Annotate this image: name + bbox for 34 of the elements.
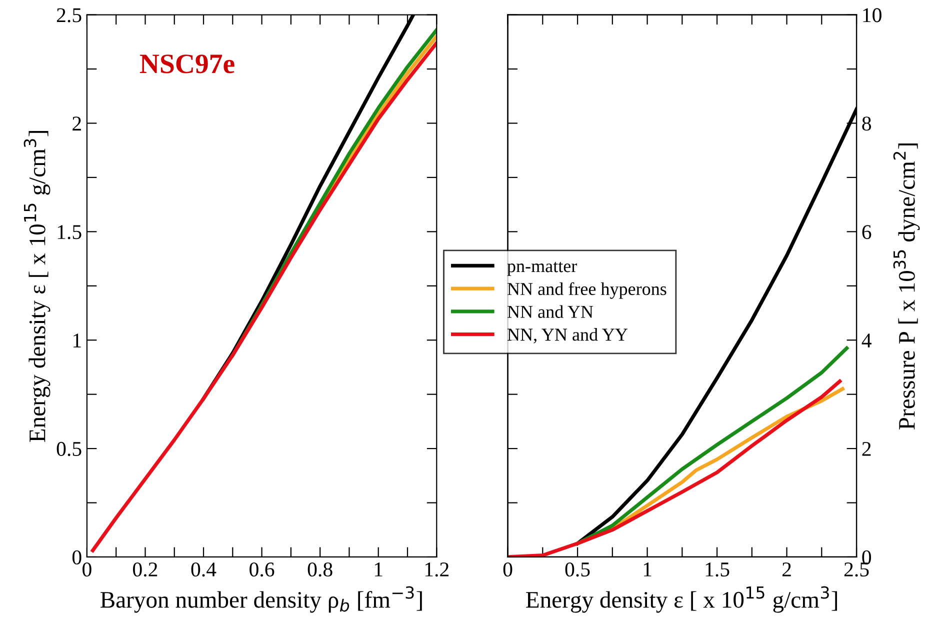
x-tick-label: 0 <box>503 562 512 576</box>
legend-label: NN, YN and YY <box>507 328 628 344</box>
y-axis-title: Energy density ε [ x 10$^{15}$ g/cm$^{3}$] <box>24 131 50 442</box>
y2-tick-label: 6 <box>862 225 872 240</box>
legend-label: pn-matter <box>507 262 577 276</box>
x-tick-label: 1.2 <box>425 562 449 577</box>
y-tick-label: 0.5 <box>56 442 82 456</box>
y-tick-label: 1 <box>74 334 81 348</box>
y-tick-label: 2 <box>72 116 81 130</box>
x-tick-label: 0.6 <box>250 562 274 577</box>
y2-tick-label: 0 <box>862 550 872 564</box>
x-tick-label: 0.8 <box>308 562 332 577</box>
x-tick-label: 0.4 <box>191 562 216 577</box>
y2-tick-label: 2 <box>862 442 871 456</box>
legend-label: NN and free hyperons <box>507 282 666 299</box>
y2-axis-title: Pressure P [ x 10$^{35}$ dyne/cm$^{2}$] <box>893 144 920 430</box>
legend-label: NN and YN <box>507 305 594 318</box>
x-tick-label: 0.2 <box>133 562 158 577</box>
x-tick-label: 0 <box>82 562 92 576</box>
x-axis-title: Energy density ε [ x 10$^{15}$ g/cm$^{3}$] <box>526 586 837 613</box>
x-tick-label: 0.5 <box>565 562 590 577</box>
y2-tick-label: 10 <box>863 8 882 22</box>
y-tick-label: 1.5 <box>58 225 82 240</box>
x-tick-label: 2.5 <box>844 562 869 577</box>
y-tick-label: 2.5 <box>56 8 82 22</box>
annotation: NSC97e <box>140 54 234 74</box>
x-tick-label: 2 <box>782 562 791 576</box>
x-axis-title: Baryon number density ρ$_{b}$ [fm$^{−3}$] <box>100 586 422 613</box>
y2-tick-label: 8 <box>862 116 872 131</box>
x-tick-label: 1 <box>644 562 652 576</box>
y-tick-label: 0 <box>72 550 82 564</box>
x-tick-label: 1 <box>374 562 382 576</box>
x-tick-label: 1.5 <box>706 562 730 577</box>
y2-tick-label: 4 <box>862 334 872 348</box>
